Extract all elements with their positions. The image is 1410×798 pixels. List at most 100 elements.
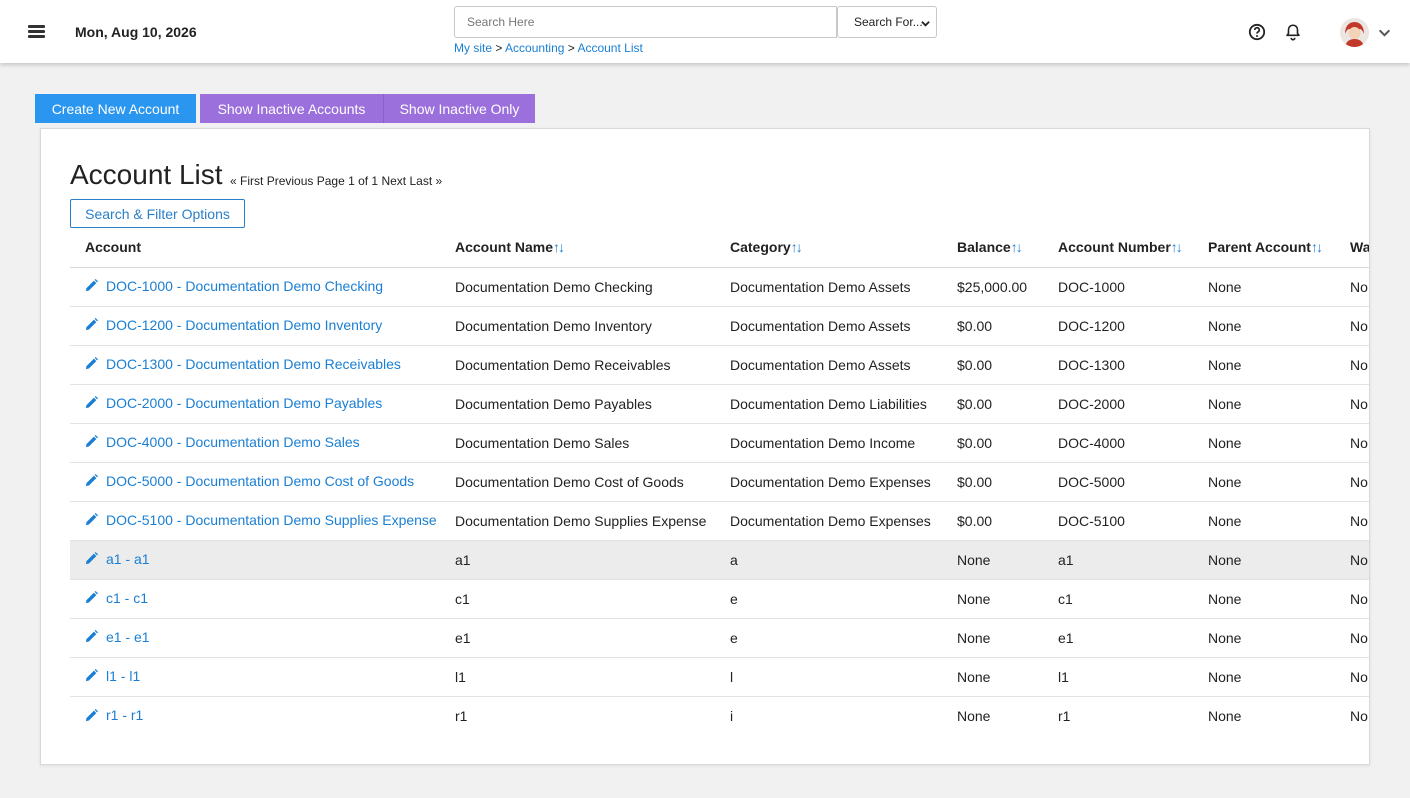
column-header-balance[interactable]: Balance↑↓: [942, 228, 1043, 268]
sort-arrows-icon[interactable]: ↑↓: [790, 239, 803, 256]
table-row: DOC-4000 - Documentation Demo Sales Docum…: [70, 423, 1369, 463]
breadcrumb: My site > Accounting > Account List: [454, 41, 643, 55]
breadcrumb-account-list[interactable]: Account List: [577, 41, 643, 55]
user-avatar-icon: [1340, 18, 1369, 47]
cell-parent-account: None: [1193, 618, 1335, 658]
current-date: Mon, Aug 10, 2026: [75, 24, 197, 40]
cell-wa: No: [1335, 657, 1369, 697]
breadcrumb-my-site[interactable]: My site: [454, 41, 493, 55]
table-row: r1 - r1 r1 i None r1 None No: [70, 696, 1369, 735]
cell-account: DOC-1300 - Documentation Demo Receivable…: [70, 345, 440, 385]
pencil-icon: [85, 708, 98, 721]
cell-parent-account: None: [1193, 501, 1335, 541]
edit-account-link[interactable]: DOC-4000 - Documentation Demo Sales: [85, 434, 360, 450]
edit-account-link[interactable]: DOC-1300 - Documentation Demo Receivable…: [85, 356, 401, 372]
cell-balance: None: [942, 657, 1043, 697]
search-type-value: Search For...: [854, 15, 923, 29]
cell-account: DOC-1000 - Documentation Demo Checking: [70, 267, 440, 307]
cell-account: c1 - c1: [70, 579, 440, 619]
pager-page-info: Page 1 of 1: [316, 174, 379, 188]
cell-account-name: Documentation Demo Checking: [440, 267, 715, 307]
cell-account-number: r1: [1058, 707, 1071, 724]
edit-account-link[interactable]: DOC-5000 - Documentation Demo Cost of Go…: [85, 473, 414, 489]
cell-account-name: Documentation Demo Payables: [440, 384, 715, 424]
cell-account: DOC-1200 - Documentation Demo Inventory: [70, 306, 440, 346]
cell-parent-account: None: [1193, 267, 1335, 307]
edit-account-link[interactable]: DOC-1000 - Documentation Demo Checking: [85, 278, 383, 294]
cell-balance: None: [942, 540, 1043, 580]
sort-arrows-icon[interactable]: ↑↓: [1010, 239, 1023, 256]
cell-category: Documentation Demo Expenses: [715, 501, 942, 541]
edit-account-link[interactable]: e1 - e1: [85, 629, 150, 645]
sort-arrows-icon[interactable]: ↑↓: [553, 239, 565, 256]
create-new-account-button[interactable]: Create New Account: [35, 94, 196, 123]
column-header-parent-account[interactable]: Parent Account↑↓: [1193, 228, 1335, 268]
cell-wa: No: [1335, 618, 1369, 658]
cell-category: Documentation Demo Assets: [715, 267, 942, 307]
pager-next-link[interactable]: Next: [381, 174, 407, 188]
edit-account-link[interactable]: DOC-2000 - Documentation Demo Payables: [85, 395, 382, 411]
show-inactive-only-button[interactable]: Show Inactive Only: [383, 94, 535, 123]
cell-balance: None: [957, 707, 991, 724]
cell-balance: $0.00: [942, 306, 1043, 346]
breadcrumb-separator: >: [495, 41, 503, 55]
table-row: DOC-1000 - Documentation Demo Checking Do…: [70, 267, 1369, 307]
cell-wa: No: [1335, 267, 1369, 307]
table-row: l1 - l1 l1 l None l1 None No: [70, 657, 1369, 697]
pager-last-link[interactable]: Last »: [409, 174, 443, 188]
cell-account: DOC-5100 - Documentation Demo Supplies E…: [70, 501, 440, 541]
edit-account-link[interactable]: DOC-1200 - Documentation Demo Inventory: [85, 317, 382, 333]
pager-previous-link[interactable]: Previous: [266, 174, 314, 188]
cell-parent-account: None: [1193, 657, 1335, 697]
column-header-account-number[interactable]: Account Number↑↓: [1043, 228, 1193, 268]
cell-account-name: r1: [455, 707, 468, 724]
search-input[interactable]: [454, 6, 837, 38]
cell-account-number: DOC-1200: [1043, 306, 1193, 346]
cell-account-name: l1: [440, 657, 715, 697]
page-title: Account List: [70, 159, 223, 190]
help-icon[interactable]: [1248, 23, 1266, 41]
menu-icon[interactable]: [28, 25, 45, 38]
sort-arrows-icon[interactable]: ↑↓: [1310, 239, 1323, 256]
cell-category: e: [715, 618, 942, 658]
breadcrumb-separator: >: [567, 41, 575, 55]
chevron-down-icon[interactable]: [1378, 26, 1391, 39]
cell-account: a1 - a1: [70, 540, 440, 580]
cell-balance: $0.00: [942, 501, 1043, 541]
pencil-icon: [85, 396, 98, 409]
show-inactive-accounts-button[interactable]: Show Inactive Accounts: [200, 94, 383, 123]
search-filter-options-button[interactable]: Search & Filter Options: [70, 199, 245, 228]
cell-category: e: [715, 579, 942, 619]
cell-account: DOC-2000 - Documentation Demo Payables: [70, 384, 440, 424]
cell-account-number: DOC-1300: [1043, 345, 1193, 385]
pencil-icon: [85, 513, 98, 526]
pager-first-link[interactable]: « First: [230, 174, 264, 188]
bell-icon[interactable]: [1284, 23, 1302, 41]
avatar[interactable]: [1340, 18, 1369, 47]
top-bar: Mon, Aug 10, 2026 Search For... My site …: [0, 0, 1410, 63]
table-row: DOC-5100 - Documentation Demo Supplies E…: [70, 501, 1369, 541]
table-row: a1 - a1 a1 a None a1 None No: [70, 540, 1369, 580]
column-header-account-name[interactable]: Account Name↑↓: [440, 228, 715, 268]
edit-account-link[interactable]: a1 - a1: [85, 551, 150, 567]
table-row: DOC-1300 - Documentation Demo Receivable…: [70, 345, 1369, 385]
cell-parent-account: None: [1208, 707, 1242, 724]
cell-parent-account: None: [1193, 345, 1335, 385]
search-type-select[interactable]: Search For...: [837, 6, 937, 38]
cell-category: Documentation Demo Income: [715, 423, 942, 463]
breadcrumb-accounting[interactable]: Accounting: [505, 41, 565, 55]
cell-account-name: c1: [440, 579, 715, 619]
cell-account-number: DOC-2000: [1043, 384, 1193, 424]
edit-account-link[interactable]: c1 - c1: [85, 590, 148, 606]
edit-account-link[interactable]: l1 - l1: [85, 668, 140, 684]
cell-wa: No: [1335, 579, 1369, 619]
cell-category: Documentation Demo Liabilities: [715, 384, 942, 424]
cell-parent-account: None: [1193, 540, 1335, 580]
edit-account-link[interactable]: DOC-5100 - Documentation Demo Supplies E…: [85, 512, 437, 528]
sort-arrows-icon[interactable]: ↑↓: [1170, 239, 1183, 256]
column-header-category[interactable]: Category↑↓: [715, 228, 942, 268]
cell-balance: $25,000.00: [942, 267, 1043, 307]
cell-balance: $0.00: [942, 345, 1043, 385]
edit-account-link[interactable]: r1 - r1: [85, 707, 143, 723]
column-header-wa: Wa: [1335, 228, 1369, 268]
